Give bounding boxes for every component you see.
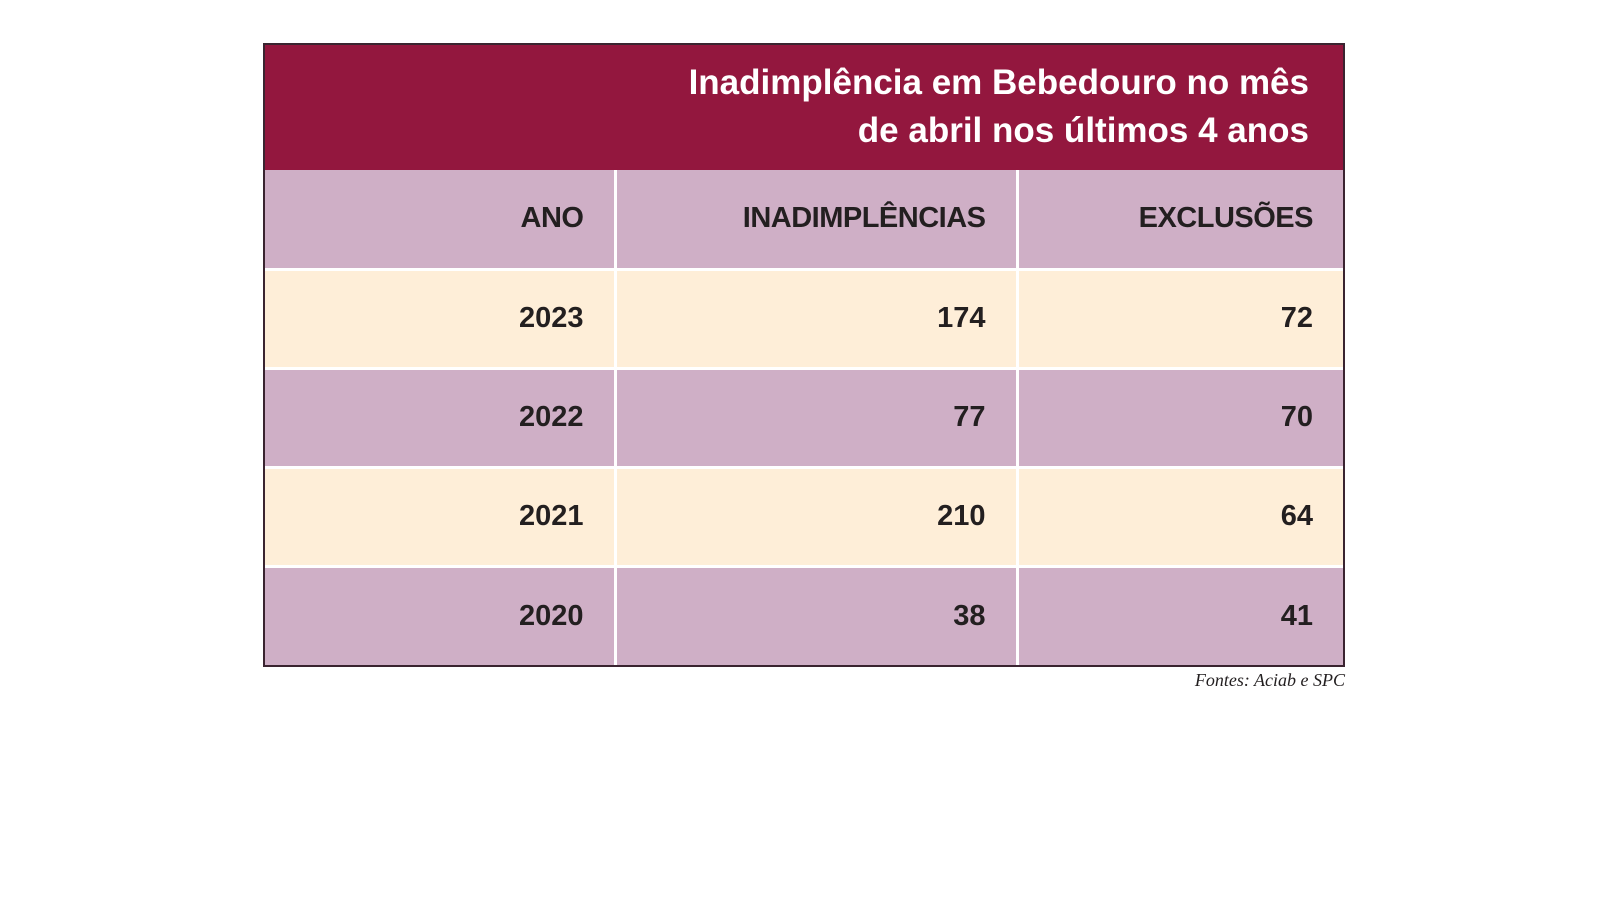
title-line-2: de abril nos últimos 4 anos <box>857 111 1309 150</box>
data-table: ANO INADIMPLÊNCIAS EXCLUSÕES 2023 174 72… <box>265 170 1343 665</box>
cell-inadimplencias: 77 <box>613 368 1017 467</box>
column-header-inadimplencias: INADIMPLÊNCIAS <box>613 170 1017 269</box>
table-row: 2023 174 72 <box>265 269 1343 368</box>
cell-exclusoes: 64 <box>1015 467 1343 566</box>
cell-inadimplencias: 38 <box>613 566 1017 665</box>
cell-ano: 2020 <box>265 566 615 665</box>
cell-exclusoes: 41 <box>1015 566 1343 665</box>
cell-exclusoes: 70 <box>1015 368 1343 467</box>
cell-ano: 2022 <box>265 368 615 467</box>
cell-inadimplencias: 210 <box>613 467 1017 566</box>
header-row: ANO INADIMPLÊNCIAS EXCLUSÕES <box>265 170 1343 269</box>
cell-ano: 2021 <box>265 467 615 566</box>
table-row: 2020 38 41 <box>265 566 1343 665</box>
title-bar: Inadimplência em Bebedouro no mês de abr… <box>265 45 1343 170</box>
column-header-ano: ANO <box>265 170 615 269</box>
chart-title: Inadimplência em Bebedouro no mês de abr… <box>589 59 1309 155</box>
cell-exclusoes: 72 <box>1015 269 1343 368</box>
cell-ano: 2023 <box>265 269 615 368</box>
infographic-table: Inadimplência em Bebedouro no mês de abr… <box>263 43 1345 667</box>
cell-inadimplencias: 174 <box>613 269 1017 368</box>
table-row: 2021 210 64 <box>265 467 1343 566</box>
source-note: Fontes: Aciab e SPC <box>1194 670 1345 690</box>
title-line-1: Inadimplência em Bebedouro no mês <box>688 63 1309 102</box>
column-header-exclusoes: EXCLUSÕES <box>1015 170 1343 269</box>
table-row: 2022 77 70 <box>265 368 1343 467</box>
